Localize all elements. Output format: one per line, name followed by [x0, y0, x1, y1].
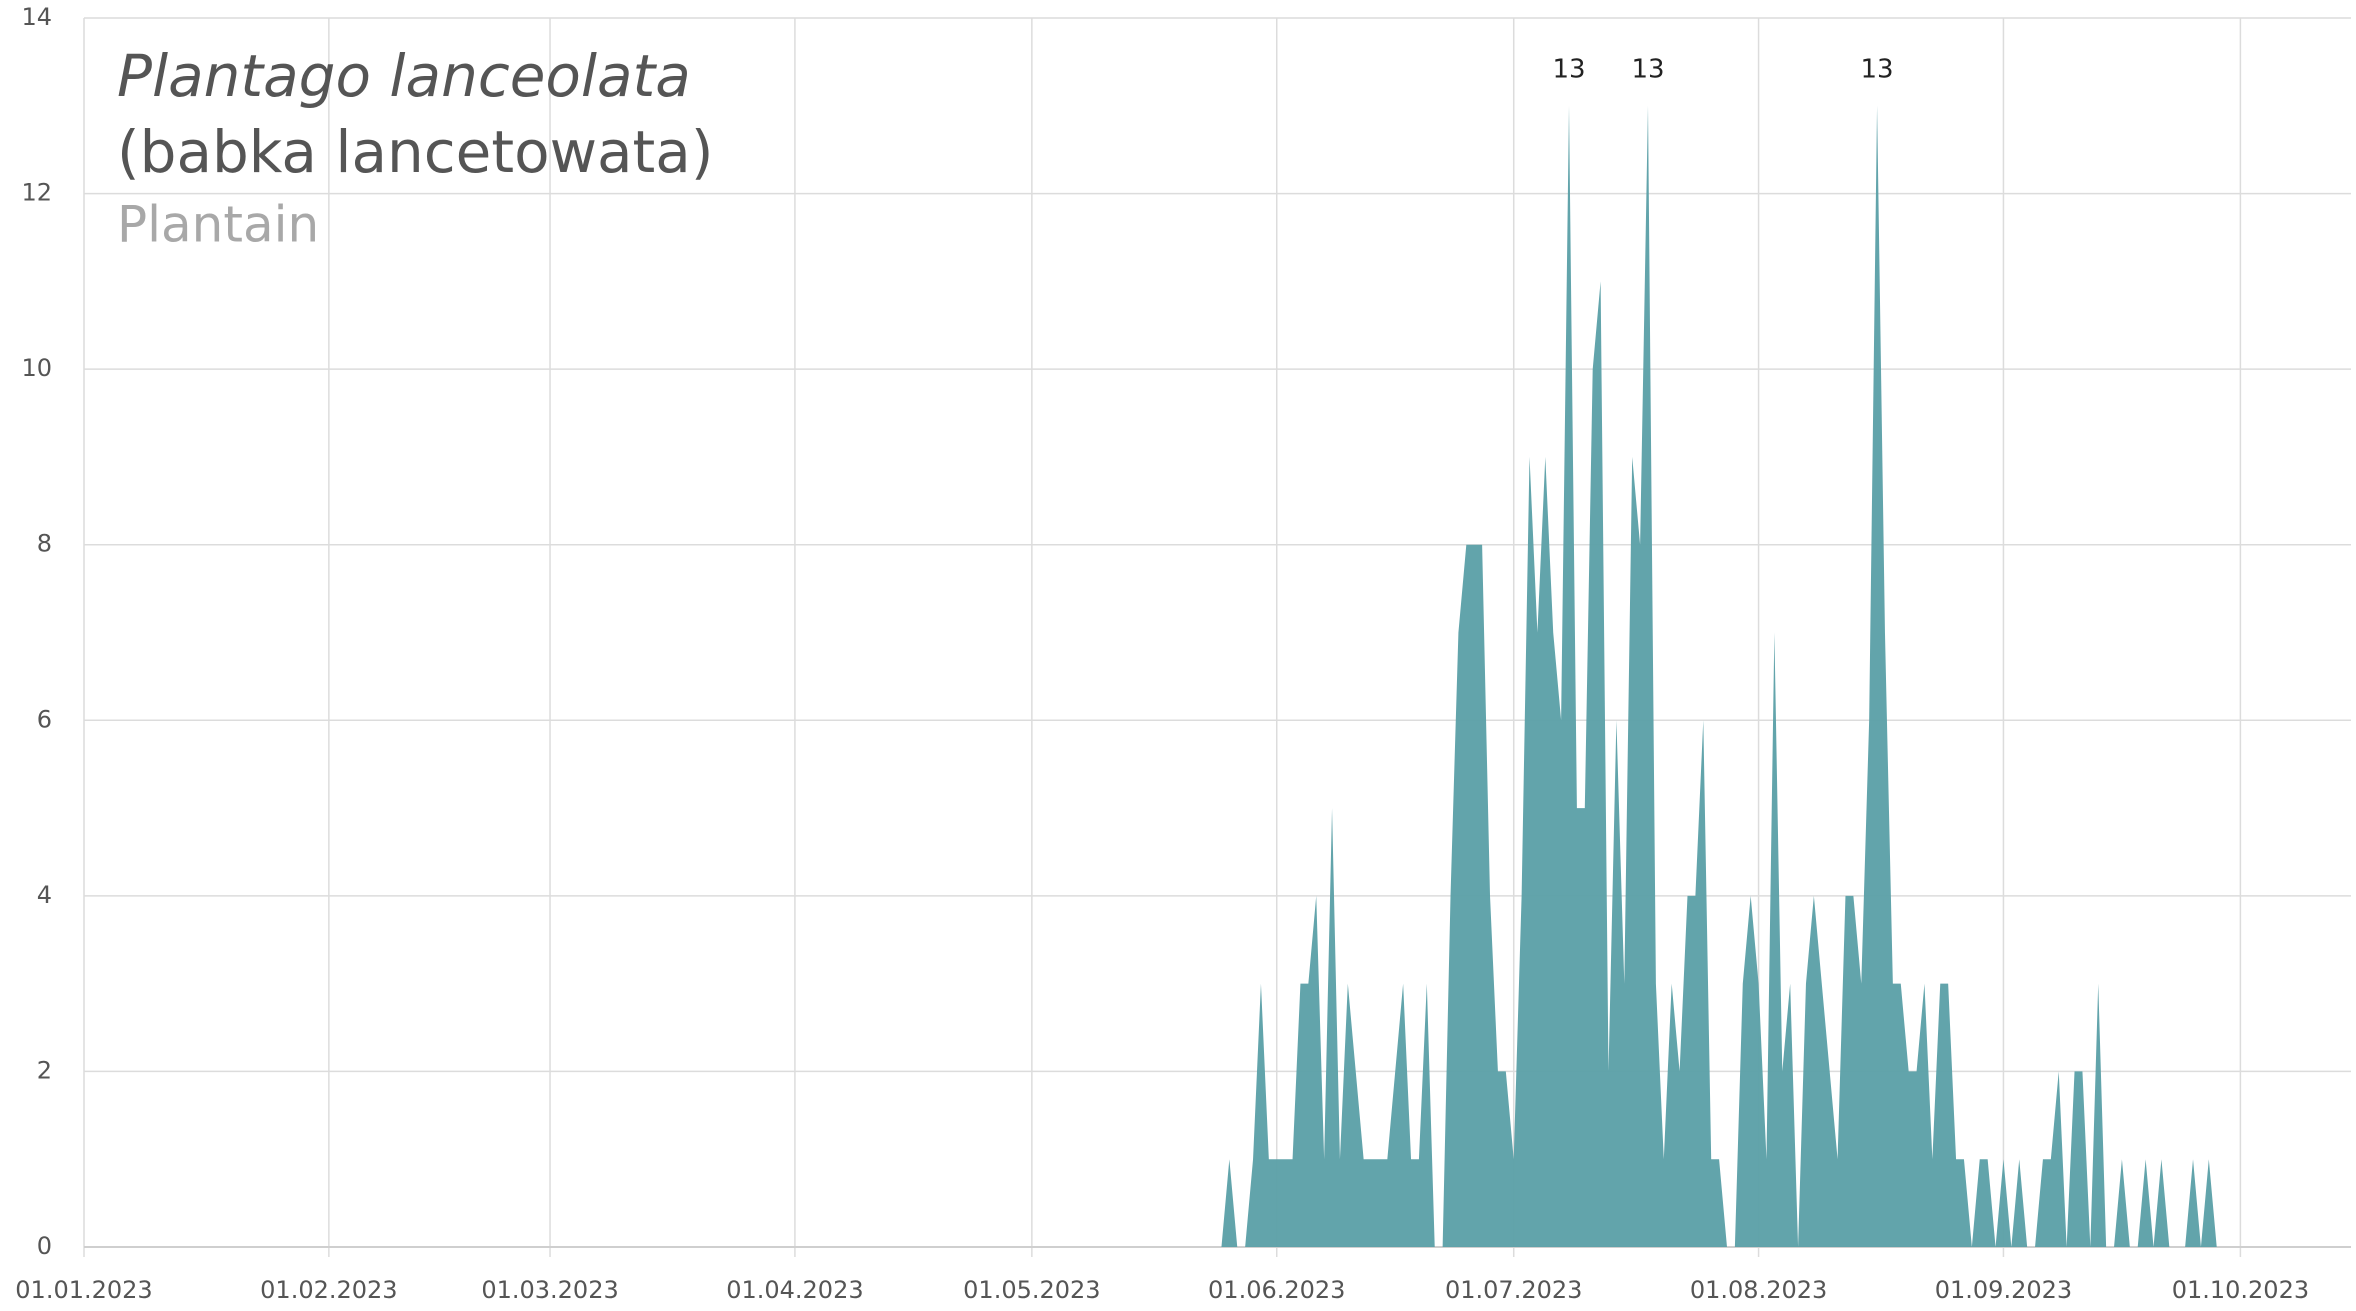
y-tick-label: 10: [21, 354, 52, 382]
area: [1213, 105, 2217, 1247]
chart-title: Plantago lanceolata: [117, 42, 691, 110]
x-tick-label: 01.07.2023: [1445, 1276, 1582, 1304]
y-tick-label: 8: [37, 530, 52, 558]
data-label: 13: [1631, 54, 1664, 84]
x-tick-label: 01.09.2023: [1935, 1276, 2072, 1304]
x-tick-label: 01.02.2023: [260, 1276, 397, 1304]
y-tick-label: 4: [37, 881, 52, 909]
y-tick-label: 0: [37, 1232, 52, 1260]
x-tick-label: 01.06.2023: [1208, 1276, 1345, 1304]
x-tick-label: 01.04.2023: [726, 1276, 863, 1304]
chart-subtitle: (babka lancetowata): [117, 118, 713, 186]
x-tick-label: 01.08.2023: [1690, 1276, 1827, 1304]
x-tick-label: 01.01.2023: [15, 1276, 152, 1304]
y-tick-label: 12: [21, 179, 52, 207]
chart-caption: Plantain: [117, 196, 319, 254]
y-tick-label: 14: [21, 3, 52, 31]
x-tick-label: 01.05.2023: [963, 1276, 1100, 1304]
data-label: 13: [1861, 54, 1894, 84]
x-tick-label: 01.10.2023: [2172, 1276, 2309, 1304]
y-tick-label: 2: [37, 1056, 52, 1084]
y-tick-label: 6: [37, 705, 52, 733]
x-tick-label: 01.03.2023: [481, 1276, 618, 1304]
data-label: 13: [1552, 54, 1585, 84]
